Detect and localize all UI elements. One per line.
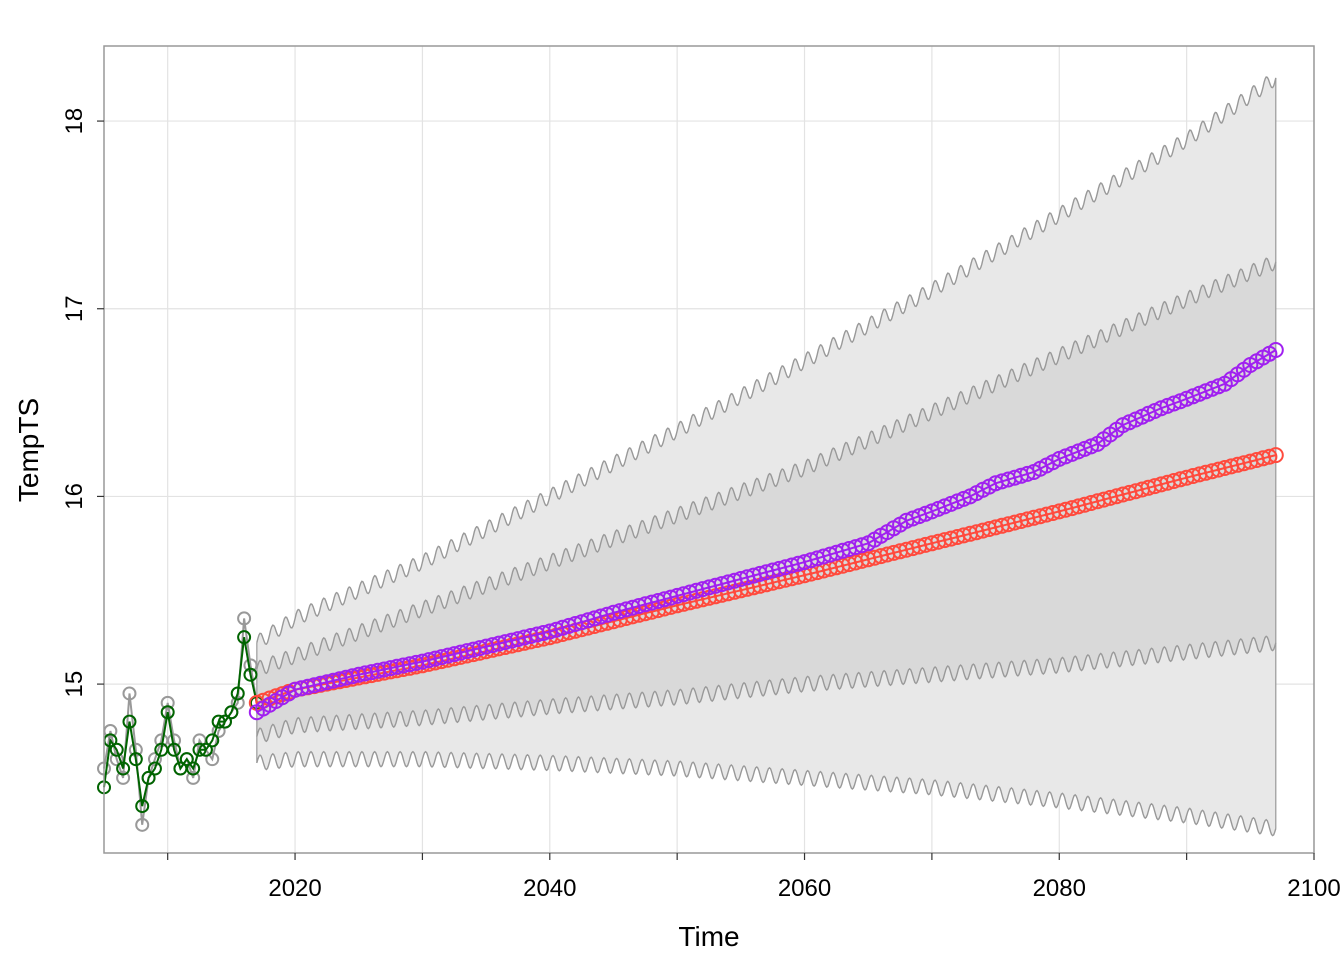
y-axis-title: TempTS	[13, 398, 44, 502]
fitted-point	[243, 667, 258, 682]
fitted-point	[224, 705, 239, 720]
observed-point	[230, 695, 245, 710]
data-series	[97, 342, 1284, 832]
y-tick-label: 15	[61, 671, 88, 698]
y-tick-label: 17	[61, 295, 88, 322]
prediction-intervals	[256, 76, 1277, 837]
fitted-point	[167, 742, 182, 757]
fitted-point	[109, 742, 124, 757]
observed-point	[135, 817, 150, 832]
axes: 2020 2040 2060 2080 2100 15 16 17 18	[61, 108, 1341, 902]
fitted-point	[198, 742, 213, 757]
forecast-b-point	[1267, 342, 1284, 358]
fitted-point	[237, 630, 252, 645]
fitted-point	[141, 770, 156, 785]
fitted-point	[205, 733, 220, 748]
x-tick-label: 2040	[523, 875, 576, 902]
interval-80-band	[256, 258, 1276, 742]
fitted-point	[230, 686, 245, 701]
fitted-line	[103, 637, 258, 807]
forecast-b-point	[853, 537, 870, 554]
observed-point	[237, 611, 252, 626]
fitted-point	[128, 752, 143, 767]
plot-border	[103, 45, 1315, 854]
forecast-a-point	[1267, 447, 1284, 464]
interval-80-upper	[256, 257, 1277, 675]
observed-point	[122, 686, 137, 701]
interval-95-upper	[256, 76, 1277, 646]
fitted-point	[147, 761, 162, 776]
observed-point	[109, 752, 124, 767]
fitted-point	[122, 714, 137, 729]
y-tick-label: 18	[61, 108, 88, 135]
observed-point	[186, 770, 201, 785]
fitted-point	[179, 752, 194, 767]
fitted-point	[211, 714, 226, 729]
observed-line	[103, 618, 258, 825]
x-tick-label: 2100	[1287, 875, 1340, 902]
forecast-a-point	[1261, 448, 1278, 465]
x-tick-label: 2060	[778, 875, 831, 902]
observed-point	[147, 752, 162, 767]
fitted-point	[218, 714, 232, 729]
x-tick-label: 2020	[268, 875, 321, 902]
x-axis-title: Time	[678, 921, 739, 952]
fitted-point	[116, 761, 131, 776]
observed-point	[205, 752, 220, 767]
fitted-point	[160, 705, 175, 720]
fitted-point	[192, 742, 207, 757]
y-tick-label: 16	[61, 483, 88, 510]
fitted-point	[135, 799, 150, 814]
observed-point	[211, 724, 226, 739]
fitted-point	[186, 761, 201, 776]
observed-point	[116, 770, 131, 785]
interval-95-lower	[256, 750, 1277, 837]
observed-point	[160, 695, 175, 710]
interval-80-lower	[256, 635, 1277, 743]
x-tick-label: 2080	[1033, 875, 1086, 902]
